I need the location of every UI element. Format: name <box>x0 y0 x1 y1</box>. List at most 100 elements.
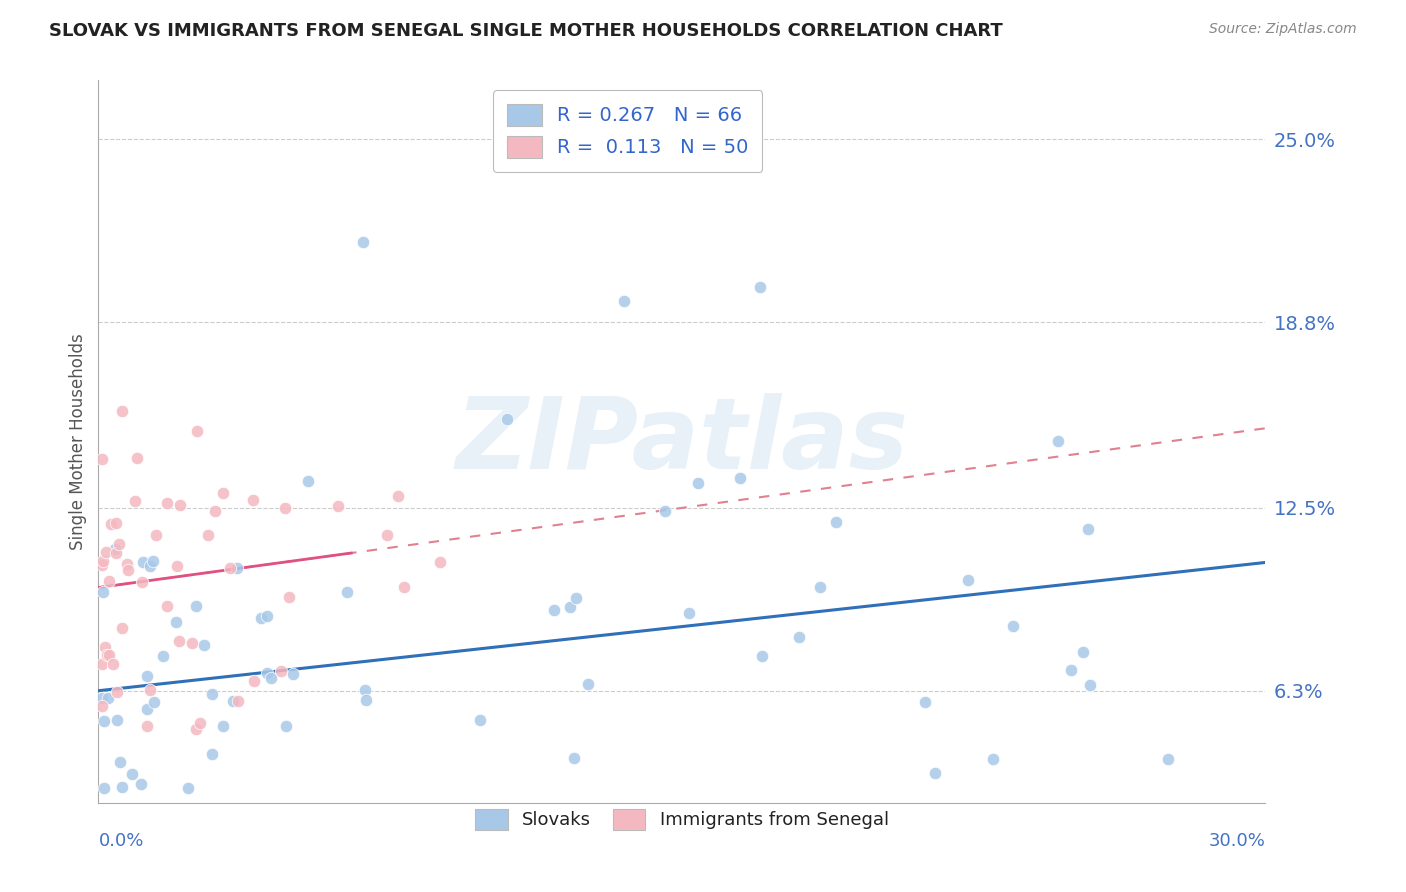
Point <box>96 648 118 662</box>
Point <box>297 474 319 488</box>
Point <box>326 499 349 513</box>
Point <box>184 599 207 614</box>
Point <box>184 722 207 736</box>
Point <box>387 489 409 503</box>
Point <box>1001 618 1024 632</box>
Point <box>91 451 114 466</box>
Point <box>496 412 519 426</box>
Point <box>211 719 233 733</box>
Point <box>283 667 305 681</box>
Point <box>127 450 149 465</box>
Point <box>197 527 219 541</box>
Point <box>131 555 153 569</box>
Point <box>131 574 153 589</box>
Point <box>94 640 117 654</box>
Point <box>91 691 114 706</box>
Point <box>1046 434 1069 448</box>
Point <box>91 584 114 599</box>
Point <box>613 294 636 309</box>
Point <box>111 403 134 417</box>
Point <box>104 516 127 530</box>
Point <box>91 657 114 672</box>
Point <box>188 716 211 731</box>
Point <box>242 493 264 508</box>
Y-axis label: Single Mother Households: Single Mother Households <box>69 334 87 549</box>
Point <box>654 503 676 517</box>
Point <box>105 545 128 559</box>
Point <box>204 504 226 518</box>
Text: Source: ZipAtlas.com: Source: ZipAtlas.com <box>1209 22 1357 37</box>
Point <box>91 554 114 568</box>
Point <box>105 684 128 698</box>
Point <box>730 471 752 485</box>
Point <box>354 693 377 707</box>
Point <box>924 766 946 780</box>
Point <box>256 666 278 681</box>
Point <box>336 584 359 599</box>
Point <box>136 669 159 683</box>
Point <box>748 279 770 293</box>
Point <box>201 747 224 762</box>
Point <box>222 693 245 707</box>
Point <box>564 591 586 606</box>
Point <box>166 558 188 573</box>
Point <box>468 713 491 727</box>
Point <box>108 537 131 551</box>
Point <box>139 683 162 698</box>
Point <box>1080 678 1102 692</box>
Text: 0.0%: 0.0% <box>98 832 143 850</box>
Point <box>91 558 114 573</box>
Point <box>156 599 179 613</box>
Point <box>1157 751 1180 765</box>
Point <box>93 714 115 728</box>
Point <box>256 609 278 624</box>
Point <box>181 636 204 650</box>
Point <box>1060 663 1083 677</box>
Point <box>96 545 118 559</box>
Point <box>143 695 166 709</box>
Point <box>117 563 139 577</box>
Text: 30.0%: 30.0% <box>1209 832 1265 850</box>
Point <box>142 554 165 568</box>
Point <box>124 494 146 508</box>
Point <box>212 486 235 500</box>
Point <box>914 695 936 709</box>
Point <box>111 780 134 794</box>
Point <box>129 776 152 790</box>
Point <box>260 671 283 685</box>
Point <box>678 606 700 620</box>
Point <box>1077 522 1099 536</box>
Point <box>193 638 215 652</box>
Point <box>981 751 1004 765</box>
Point <box>152 649 174 664</box>
Point <box>429 556 451 570</box>
Point <box>115 557 138 571</box>
Point <box>145 527 167 541</box>
Point <box>576 677 599 691</box>
Point <box>167 633 190 648</box>
Point <box>1071 645 1094 659</box>
Point <box>105 714 128 728</box>
Point <box>270 664 292 678</box>
Point <box>100 517 122 532</box>
Point <box>110 755 132 769</box>
Text: ZIPatlas: ZIPatlas <box>456 393 908 490</box>
Point <box>787 631 810 645</box>
Point <box>354 682 377 697</box>
Point <box>751 648 773 663</box>
Point <box>156 496 179 510</box>
Point <box>103 657 125 671</box>
Point <box>93 780 115 795</box>
Text: SLOVAK VS IMMIGRANTS FROM SENEGAL SINGLE MOTHER HOUSEHOLDS CORRELATION CHART: SLOVAK VS IMMIGRANTS FROM SENEGAL SINGLE… <box>49 22 1002 40</box>
Point <box>219 560 242 574</box>
Point <box>111 621 134 635</box>
Point <box>825 516 848 530</box>
Point <box>165 615 187 629</box>
Point <box>228 694 250 708</box>
Point <box>352 235 374 250</box>
Legend: Slovaks, Immigrants from Senegal: Slovaks, Immigrants from Senegal <box>468 802 896 837</box>
Point <box>957 573 980 587</box>
Point <box>139 559 162 574</box>
Point <box>91 699 114 714</box>
Point <box>243 674 266 689</box>
